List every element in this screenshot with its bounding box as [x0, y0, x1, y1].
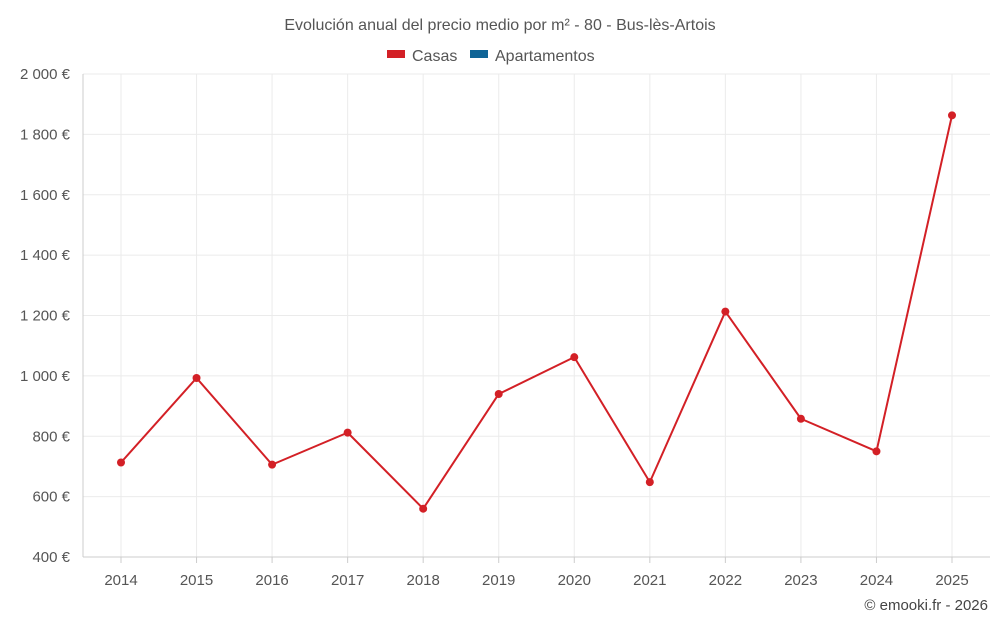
legend: Casas Apartamentos	[387, 48, 595, 65]
x-tick-label: 2016	[255, 572, 288, 589]
legend-item-apartamentos[interactable]: Apartamentos	[470, 48, 595, 65]
legend-label-apartamentos: Apartamentos	[495, 48, 595, 65]
y-tick-label: 800 €	[32, 428, 70, 445]
data-point-2017[interactable]	[343, 428, 352, 437]
data-point-2024[interactable]	[872, 447, 881, 456]
x-tick-label: 2023	[784, 572, 817, 589]
x-tick-label: 2025	[935, 572, 968, 589]
data-point-2023[interactable]	[796, 414, 805, 423]
grid	[83, 73, 990, 557]
y-tick-label: 1 200 €	[20, 308, 71, 325]
x-tick-label: 2015	[180, 572, 213, 589]
y-tick-label: 1 000 €	[20, 368, 71, 385]
y-tick-label: 400 €	[32, 549, 70, 566]
data-point-2021[interactable]	[645, 478, 654, 487]
y-axis: 400 € 600 € 800 € 1 000 € 1 200 € 1 400 € 1 60…	[20, 66, 84, 566]
y-tick-label: 1 600 €	[20, 187, 71, 204]
data-point-2025[interactable]	[948, 111, 956, 120]
data-point-2019[interactable]	[494, 389, 503, 398]
y-tick-label: 2 000 €	[20, 66, 71, 83]
y-tick-label: 1 800 €	[20, 126, 71, 143]
legend-item-casas[interactable]: Casas	[387, 48, 457, 65]
y-tick-label: 600 €	[32, 489, 70, 506]
credit-text: © emooki.fr - 2026	[864, 597, 988, 614]
data-point-2015[interactable]	[192, 373, 201, 382]
x-axis: 2014 2015 2016 2017 2018 2019 2020 2021 2022 2023…	[83, 556, 990, 589]
data-point-2014[interactable]	[117, 458, 125, 467]
x-tick-label: 2014	[104, 572, 137, 589]
legend-swatch-apartamentos	[470, 50, 488, 58]
legend-label-casas: Casas	[412, 48, 457, 65]
x-tick-label: 2021	[633, 572, 666, 589]
series-casas	[117, 111, 956, 513]
x-tick-label: 2022	[709, 572, 742, 589]
y-tick-label: 1 400 €	[20, 247, 71, 264]
x-tick-label: 2020	[558, 572, 591, 589]
data-point-2022[interactable]	[721, 307, 730, 316]
data-point-2020[interactable]	[570, 353, 579, 362]
data-point-2016[interactable]	[268, 460, 277, 469]
x-tick-label: 2017	[331, 572, 364, 589]
data-point-2018[interactable]	[419, 504, 428, 513]
series-line-casas	[120, 115, 953, 510]
x-tick-label: 2024	[860, 572, 893, 589]
legend-swatch-casas	[387, 50, 405, 58]
x-tick-label: 2018	[406, 572, 439, 589]
x-tick-label: 2019	[482, 572, 515, 589]
chart-title: Evolución anual del precio medio por m² …	[284, 17, 715, 34]
